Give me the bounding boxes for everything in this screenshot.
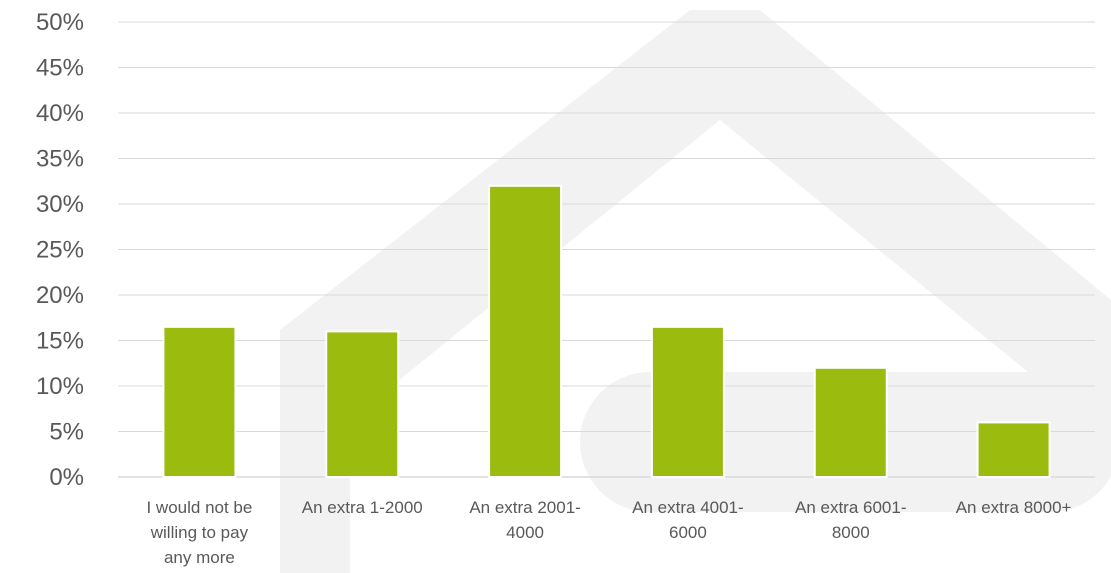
y-axis-tick-labels: 0% 5% 10% 15% 20% 25% 30% 35% 40% 45% 50% xyxy=(36,9,84,491)
y-tick-label: 25% xyxy=(36,237,84,264)
house-watermark xyxy=(280,10,1111,573)
bar xyxy=(488,184,563,479)
y-tick-label: 35% xyxy=(36,146,84,173)
x-tick-label: 8000 xyxy=(832,523,870,542)
bars xyxy=(162,184,1051,479)
y-tick-label: 45% xyxy=(36,55,84,82)
y-tick-label: 15% xyxy=(36,328,84,355)
bar xyxy=(650,325,725,478)
bar xyxy=(325,330,400,478)
x-tick-label: 4000 xyxy=(506,523,544,542)
watermark-roof xyxy=(280,10,1111,573)
x-tick-label: 6000 xyxy=(669,523,707,542)
x-tick-label: I would not be xyxy=(146,498,252,517)
bar xyxy=(162,325,237,478)
x-tick-label: An extra 4001- xyxy=(632,498,744,517)
y-tick-label: 50% xyxy=(36,9,84,36)
x-tick-label: An extra 2001- xyxy=(469,498,581,517)
x-tick-label: An extra 8000+ xyxy=(956,498,1072,517)
y-tick-label: 0% xyxy=(49,464,84,491)
y-tick-label: 10% xyxy=(36,373,84,400)
x-tick-label: willing to pay xyxy=(150,523,249,542)
y-tick-label: 40% xyxy=(36,100,84,127)
y-tick-label: 5% xyxy=(49,419,84,446)
bar xyxy=(976,421,1051,478)
gridlines xyxy=(118,21,1095,478)
x-tick-label: An extra 1-2000 xyxy=(302,498,423,517)
x-axis-tick-labels: I would not be willing to pay any more An e… xyxy=(146,498,1071,567)
y-tick-label: 30% xyxy=(36,191,84,218)
x-tick-label: An extra 6001- xyxy=(795,498,907,517)
bar xyxy=(813,366,888,478)
x-tick-label: any more xyxy=(164,548,235,567)
y-tick-label: 20% xyxy=(36,282,84,309)
